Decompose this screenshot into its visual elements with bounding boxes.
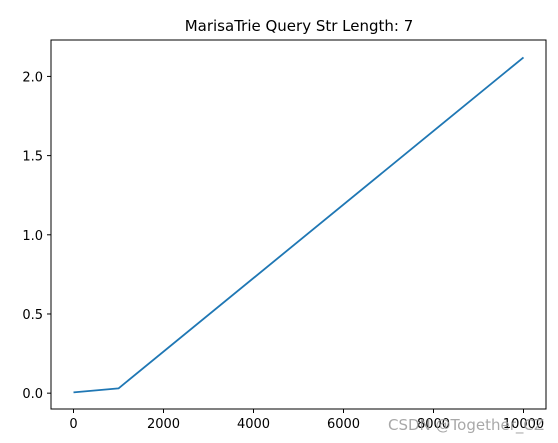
y-tick-label: 1.5 — [22, 150, 43, 165]
plot-frame — [50, 39, 547, 410]
tick-marks: 0 2000 4000 6000 8000 10000 0.0 0.5 1.0 1.5 2.0 — [22, 70, 544, 432]
axes — [50, 39, 547, 410]
x-tick-label: 4000 — [237, 417, 270, 432]
watermark-text: CSDN @Together_CZ — [388, 416, 544, 435]
x-tick-label: 0 — [69, 417, 77, 432]
y-tick-label: 1.0 — [22, 229, 43, 244]
y-tick-label: 2.0 — [22, 70, 43, 85]
plot-area — [73, 56, 525, 394]
x-tick-label: 2000 — [147, 417, 180, 432]
x-tick-label: 8000 — [417, 417, 450, 432]
series-line — [73, 56, 525, 394]
y-tick-label: 0.0 — [22, 387, 43, 402]
y-tick-label: 0.5 — [22, 308, 43, 323]
chart-title: MarisaTrie Query Str Length: 7 — [185, 17, 414, 35]
x-tick-label: 10000 — [503, 417, 544, 432]
x-tick-label: 6000 — [327, 417, 360, 432]
